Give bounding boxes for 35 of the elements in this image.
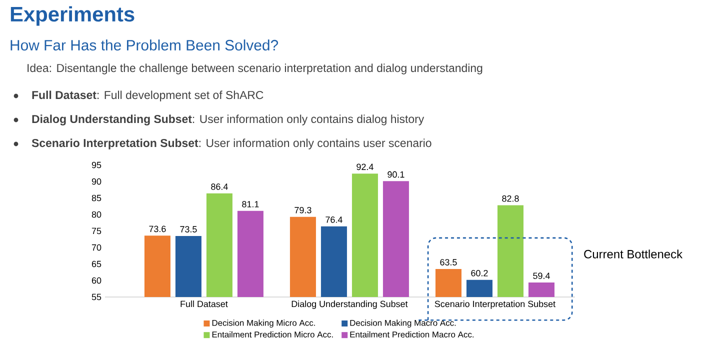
data-label: 76.4: [326, 216, 342, 223]
text: Dialog Understanding Subset: User information only contains dialog history: [32, 114, 424, 126]
x-tick-label: Full Dataset: [180, 300, 228, 308]
data-label: 82.8: [502, 195, 519, 202]
text: Scenario Interpretation Subset: User information only contains user scenario: [32, 138, 432, 150]
y-tick-label: 80: [92, 211, 102, 218]
legend-label: Decision Making Macro Acc.: [350, 320, 456, 328]
legend-label: Entailment Prediction Macro Acc.: [350, 331, 474, 338]
y-tick-label: 70: [92, 244, 102, 251]
data-label: 86.4: [211, 184, 228, 190]
x-tick-label: Scenario Interpretation Subset: [434, 300, 556, 309]
legend-label: Decision Making Micro Acc.: [212, 320, 315, 328]
text: Current Bottleneck: [584, 250, 683, 258]
chart-title: Experiments: [10, 6, 134, 26]
data-label: 92.4: [356, 164, 374, 170]
data-label: 59.4: [533, 272, 550, 279]
y-tick-label: 85: [92, 194, 102, 202]
data-label: 73.6: [149, 226, 166, 232]
data-label: 79.3: [294, 206, 312, 214]
legend-label: Entailment Prediction Micro Acc.: [212, 331, 333, 338]
data-label: 90.1: [388, 171, 404, 178]
x-tick-label: Dialog Understanding Subset: [292, 300, 408, 309]
y-tick-label: 75: [92, 228, 102, 234]
data-label: 81.1: [242, 201, 259, 208]
data-label: 63.5: [440, 259, 457, 266]
y-tick-label: 60: [92, 277, 102, 284]
y-tick-label: 95: [92, 162, 102, 168]
y-tick-label: 65: [92, 260, 102, 268]
chart-subtitle: How Far Has the Problem Been Solved?: [10, 40, 278, 50]
data-label: 73.5: [180, 226, 197, 232]
text: Idea: Disentangle the challenge between scenario interpretation and dialog understanding: [28, 64, 482, 74]
y-tick-label: 55: [92, 294, 102, 300]
y-tick-label: 90: [92, 178, 102, 185]
text: Full Dataset: Full development set of ShARC: [32, 90, 264, 102]
data-label: 60.2: [471, 270, 488, 276]
